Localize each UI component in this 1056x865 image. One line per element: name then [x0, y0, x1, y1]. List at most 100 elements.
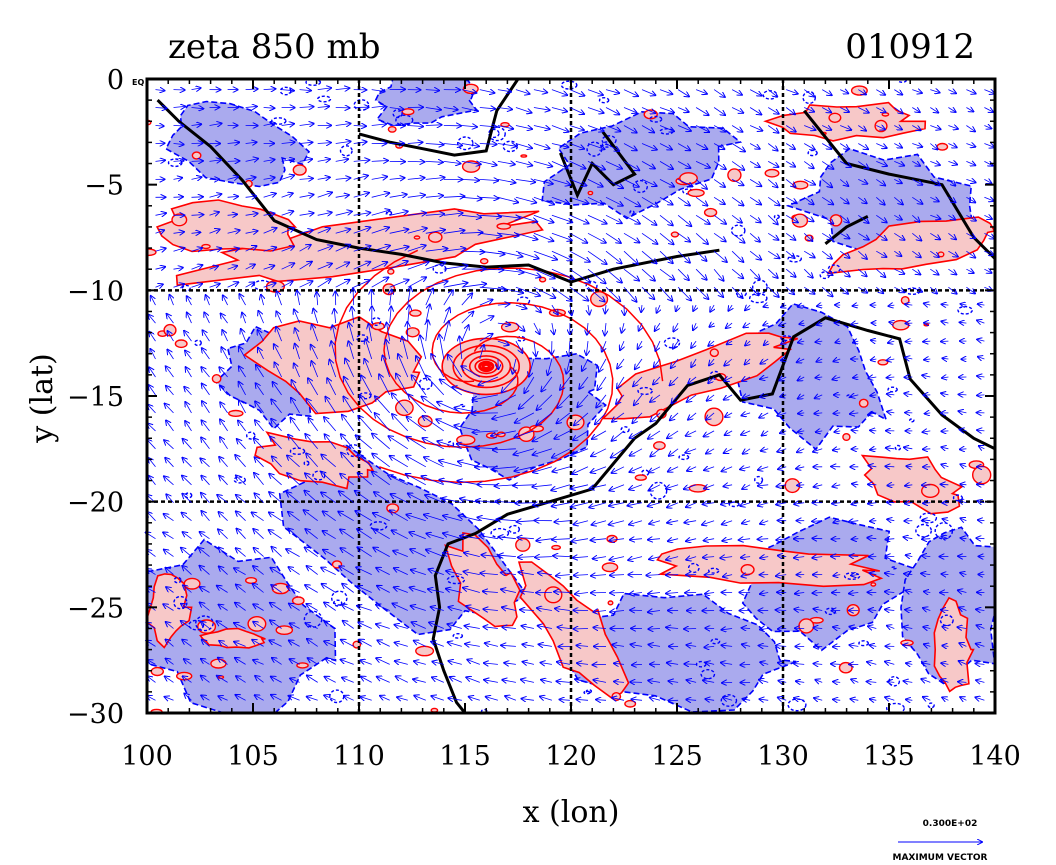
wind-vector [353, 126, 366, 127]
wind-vector [227, 266, 238, 269]
negative-contour [289, 447, 306, 456]
wind-vector [966, 161, 975, 165]
wind-vector [677, 196, 690, 205]
wind-vector [461, 293, 472, 306]
wind-vector [930, 161, 940, 165]
coastline-new-guinea [803, 109, 995, 260]
wind-vector [767, 143, 777, 151]
wind-vector [497, 304, 510, 305]
positive-contour [828, 112, 842, 124]
wind-vector [569, 161, 586, 168]
wind-vector [353, 193, 369, 198]
wind-vector [840, 90, 848, 94]
wind-vector [479, 233, 502, 236]
wind-vector [335, 124, 351, 126]
wind-vector [641, 214, 656, 225]
wind-vector [822, 126, 831, 130]
wind-vector [641, 125, 654, 133]
wind-vector [551, 232, 572, 240]
wind-vector [912, 125, 920, 131]
wind-vector [840, 108, 849, 113]
x-tick-label: 125 [651, 741, 703, 772]
negative-contour [620, 426, 630, 434]
wind-vector [693, 304, 696, 311]
wind-vector [713, 107, 725, 116]
negative-contour [194, 339, 202, 347]
wind-vector [461, 179, 479, 180]
wind-vector [533, 304, 541, 312]
wind-vector [245, 159, 259, 162]
positive-contour [601, 562, 619, 573]
wind-vector [894, 232, 904, 240]
wind-vector [515, 286, 540, 296]
wind-vector [948, 144, 956, 148]
wind-vector [821, 143, 831, 149]
wind-vector [335, 229, 351, 234]
wind-vector [425, 289, 433, 306]
wind-vector [804, 108, 814, 112]
wind-vector [803, 161, 814, 168]
wind-vector [610, 593, 625, 594]
wind-vector [407, 277, 426, 288]
wind-vector [515, 214, 537, 222]
wind-vector [587, 179, 603, 186]
wind-vector [803, 89, 814, 97]
wind-vector [623, 286, 637, 302]
wind-vector [317, 159, 330, 161]
wind-vector [479, 197, 499, 198]
negative-contour [598, 96, 610, 104]
wind-vector [731, 214, 742, 222]
chart-title: zeta 850 mb [168, 27, 380, 67]
wind-vector [263, 266, 275, 270]
wind-vector [155, 284, 163, 287]
wind-vector [461, 215, 481, 217]
wind-vector [155, 213, 167, 215]
wind-vector [803, 214, 813, 221]
wind-vector [695, 107, 709, 116]
wind-vector [803, 143, 815, 150]
wind-vector [894, 286, 904, 292]
wind-vector [641, 250, 657, 263]
y-axis-title: y (lat) [25, 353, 60, 443]
positive-contour [430, 707, 439, 713]
wind-vector [515, 89, 530, 94]
cyclone-spiral-band [334, 249, 565, 449]
wind-vector [443, 248, 466, 251]
positive-contour [275, 625, 294, 635]
wind-vector [767, 107, 779, 114]
positive-contour [456, 434, 476, 446]
wind-vector [515, 143, 532, 149]
wind-vector [713, 286, 723, 297]
wind-vector [840, 161, 851, 167]
date-label: 010912 [845, 27, 975, 67]
wind-vector [695, 179, 707, 189]
positive-contour [163, 323, 177, 337]
wind-vector [245, 264, 255, 270]
wind-vector [930, 215, 940, 219]
wind-vector [803, 233, 812, 241]
wind-vector [335, 88, 350, 90]
wind-vector [425, 125, 442, 126]
wind-vector [425, 214, 444, 215]
wind-vector [497, 268, 524, 272]
wind-vector [263, 123, 275, 125]
coastline-australia [431, 316, 995, 713]
wind-vector [389, 108, 404, 110]
wind-vector [317, 212, 332, 215]
wind-vector [728, 305, 732, 311]
negative-contour [333, 599, 343, 607]
wind-vector [281, 281, 293, 288]
wind-vector [605, 196, 623, 205]
wind-vector [768, 161, 778, 167]
wind-vector [461, 90, 477, 93]
wind-vector [912, 90, 922, 93]
wind-vector [551, 125, 569, 132]
wind-vector [731, 196, 743, 205]
wind-vector [389, 280, 409, 288]
wind-vector [923, 449, 931, 450]
wind-vector [677, 286, 691, 300]
wind-vector [227, 196, 238, 197]
wind-vector [786, 89, 798, 94]
wind-vector [695, 250, 706, 261]
